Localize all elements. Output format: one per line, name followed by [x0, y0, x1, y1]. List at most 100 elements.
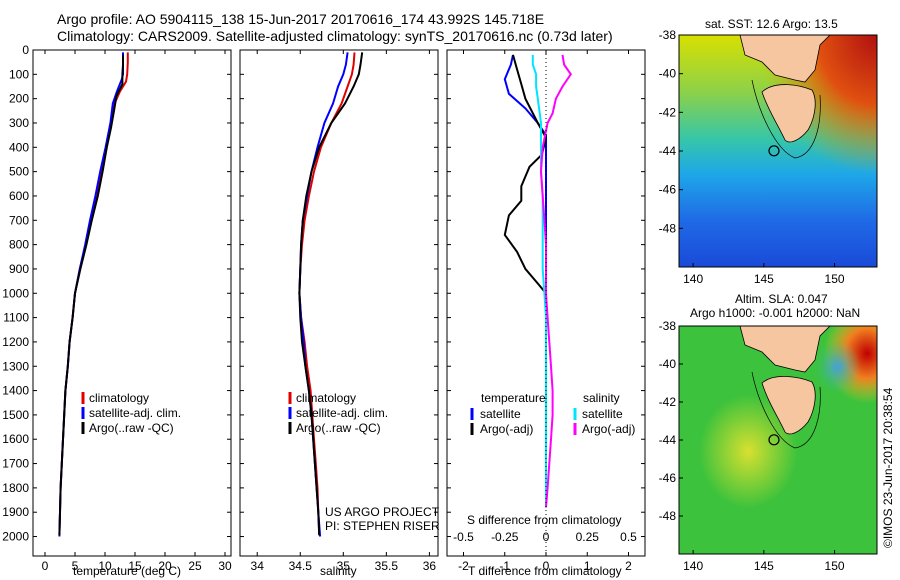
differences-xtick-label: 1 — [584, 559, 591, 573]
sla-shelf-contour — [751, 371, 821, 449]
legend-label: Argo(-adj) — [582, 422, 635, 436]
legend-label: Argo(..raw -QC) — [296, 421, 381, 435]
tasmania-land — [761, 84, 816, 143]
depth-tick-label: 1700 — [2, 457, 29, 471]
depth-tick-label: 1100 — [3, 311, 29, 325]
sla-argo-marker — [768, 434, 780, 446]
depth-tick-label: 1400 — [2, 384, 29, 398]
temperature-xlabel: temperature (deg C) — [73, 564, 182, 578]
salinity-xtick-label: 34 — [251, 559, 265, 573]
diff-xlabel: T difference from climatology — [468, 564, 622, 578]
sst-map-ticks: 140 145 150 -38 -40 -42 -44 -46 -48 — [659, 28, 845, 286]
temperature-xtick-label: 25 — [188, 559, 202, 573]
temperature-xtick-label: 20 — [158, 559, 172, 573]
profile-panels: 0100200300400500600700800900100011001200… — [2, 43, 646, 573]
map-xtick-label: 150 — [825, 559, 845, 573]
depth-tick-label: 1200 — [2, 335, 29, 349]
shelf-contour — [751, 79, 821, 159]
temperature-series-argo-raw-qc- — [58, 54, 124, 536]
sst-argo-marker — [768, 145, 780, 157]
map-ytick-label: -42 — [659, 105, 677, 119]
map-ytick-label: -38 — [659, 319, 677, 333]
pi-credit: PI: STEPHEN RISER — [325, 519, 440, 533]
depth-tick-label: 700 — [9, 213, 29, 227]
legend-label: climatology — [296, 391, 356, 405]
depth-tick-label: 400 — [9, 140, 29, 154]
legend-label: satellite — [582, 407, 623, 421]
salinity-diff-tick-label: -0.5 — [453, 530, 474, 544]
salinity-diff-tick-label: -0.25 — [491, 530, 519, 544]
map-xtick-label: 150 — [825, 272, 845, 286]
figure-subtitle: Climatology: CARS2009. Satellite-adjuste… — [57, 28, 613, 44]
temperature-plot-frame — [32, 49, 232, 557]
sla-tasmania-land — [761, 376, 816, 435]
map-ytick-label: -44 — [659, 433, 677, 447]
depth-tick-label: 1300 — [2, 359, 29, 373]
imos-stamp: ©IMOS 23-Jun-2017 20:38:54 — [881, 387, 895, 548]
differences-xtick-label: 2 — [625, 559, 632, 573]
map-ytick-label: -48 — [659, 509, 677, 523]
temperature-xtick-label: 10 — [98, 559, 112, 573]
map-ytick-label: -46 — [659, 471, 677, 485]
differences-panel: -2 -1 0 1 2 -0.5 -0.25 0 0.25 0.5 temperature salin… — [446, 49, 646, 573]
salinity-panel: 34 34.5 35 35.5 36 climatologysatellite-adj. … — [239, 49, 439, 573]
map-ytick-label: -42 — [659, 395, 677, 409]
sla-mainland-land — [739, 326, 831, 373]
salinity-xtick-label: 35 — [337, 559, 351, 573]
differences-xtick-label: -2 — [458, 559, 469, 573]
temperature-xtick-label: 0 — [42, 559, 49, 573]
legend-label: Argo(..raw -QC) — [89, 421, 174, 435]
sla-map-subtitle: Argo h1000: -0.001 h2000: NaN — [690, 306, 861, 320]
depth-tick-label: 2000 — [2, 530, 29, 544]
legend-label: satellite-adj. clim. — [89, 406, 181, 420]
sla-map — [679, 326, 877, 554]
diff-xlabel-top: S difference from climatology — [467, 513, 622, 527]
legend-heading-temperature: temperature — [481, 391, 546, 405]
map-ytick-label: -40 — [659, 67, 677, 81]
legend-label: satellite-adj. clim. — [296, 406, 388, 420]
depth-tick-label: 800 — [9, 238, 29, 252]
depth-tick-label: 1800 — [2, 481, 29, 495]
depth-tick-label: 1000 — [2, 286, 29, 300]
map-ytick-label: -48 — [659, 221, 677, 235]
salinity-xtick-label: 34.5 — [289, 559, 313, 573]
salinity-diff-tick-label: 0 — [543, 530, 550, 544]
depth-tick-label: 0 — [22, 43, 29, 57]
sst-map-title: sat. SST: 12.6 Argo: 13.5 — [705, 17, 838, 31]
legend-heading-salinity: salinity — [583, 391, 620, 405]
sla-map-title: Altim. SLA: 0.047 — [735, 292, 828, 306]
map-ytick-label: -38 — [659, 28, 677, 42]
differences-xtick-label: -1 — [499, 559, 510, 573]
differences-series-argo-adj--salinity — [539, 54, 573, 508]
salinity-diff-tick-label: 0.25 — [576, 530, 600, 544]
map-xtick-label: 140 — [683, 272, 703, 286]
salinity-series-argo-raw-qc- — [298, 52, 364, 536]
salinity-xtick-label: 35.5 — [375, 559, 399, 573]
depth-tick-label: 300 — [9, 116, 29, 130]
sla-map-ticks: 140 145 150 -38 -40 -42 -44 -46 -48 — [659, 319, 845, 573]
depth-tick-label: 1600 — [2, 432, 29, 446]
salinity-xlabel: salinity — [320, 564, 357, 578]
temperature-xtick-label: 15 — [128, 559, 142, 573]
salinity-diff-tick-label: 0.5 — [620, 530, 637, 544]
sst-map — [679, 35, 877, 267]
depth-tick-label: 1900 — [2, 505, 29, 519]
legend-label: Argo(-adj) — [480, 422, 533, 436]
map-xtick-label: 140 — [683, 559, 703, 573]
temperature-xtick-label: 30 — [218, 559, 232, 573]
depth-tick-label: 900 — [9, 262, 29, 276]
map-ytick-label: -46 — [659, 183, 677, 197]
depth-tick-label: 600 — [9, 189, 29, 203]
map-xtick-label: 145 — [754, 272, 774, 286]
depth-tick-label: 100 — [9, 67, 29, 81]
depth-tick-label: 200 — [9, 92, 29, 106]
figure-title: Argo profile: AO 5904115_138 15-Jun-2017… — [57, 11, 545, 27]
map-ytick-label: -44 — [659, 144, 677, 158]
salinity-plot-frame — [239, 49, 439, 557]
temperature-panel: 0100200300400500600700800900100011001200… — [2, 43, 232, 573]
legend-label: climatology — [89, 391, 149, 405]
mainland-land — [739, 35, 831, 83]
salinity-xtick-label: 36 — [423, 559, 437, 573]
differences-xtick-label: 0 — [543, 559, 550, 573]
